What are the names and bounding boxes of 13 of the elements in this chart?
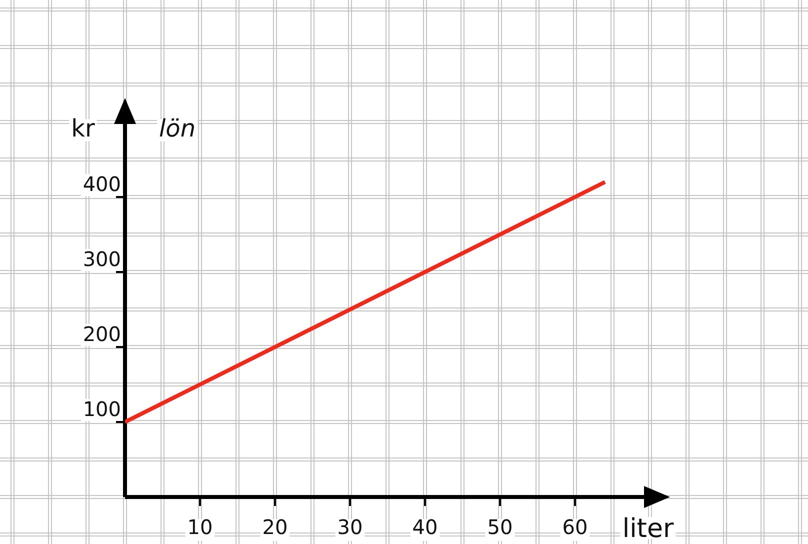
y-tick-label: 200: [82, 322, 121, 346]
y-tick-label: 300: [82, 247, 121, 272]
text: lön: [159, 114, 196, 142]
x-tick-label: 10: [187, 515, 213, 540]
y-tick-label: 400: [82, 172, 121, 196]
x-axis-title: liter: [622, 514, 674, 544]
y-tick-label: 100: [82, 397, 121, 422]
x-tick-label: 60: [562, 515, 588, 540]
x-tick-label: 30: [337, 515, 363, 540]
x-tick-label: 20: [262, 515, 288, 540]
x-tick-label: 50: [487, 515, 513, 540]
y-axis-title: kr: [71, 114, 96, 142]
x-tick-label: 40: [412, 515, 438, 540]
